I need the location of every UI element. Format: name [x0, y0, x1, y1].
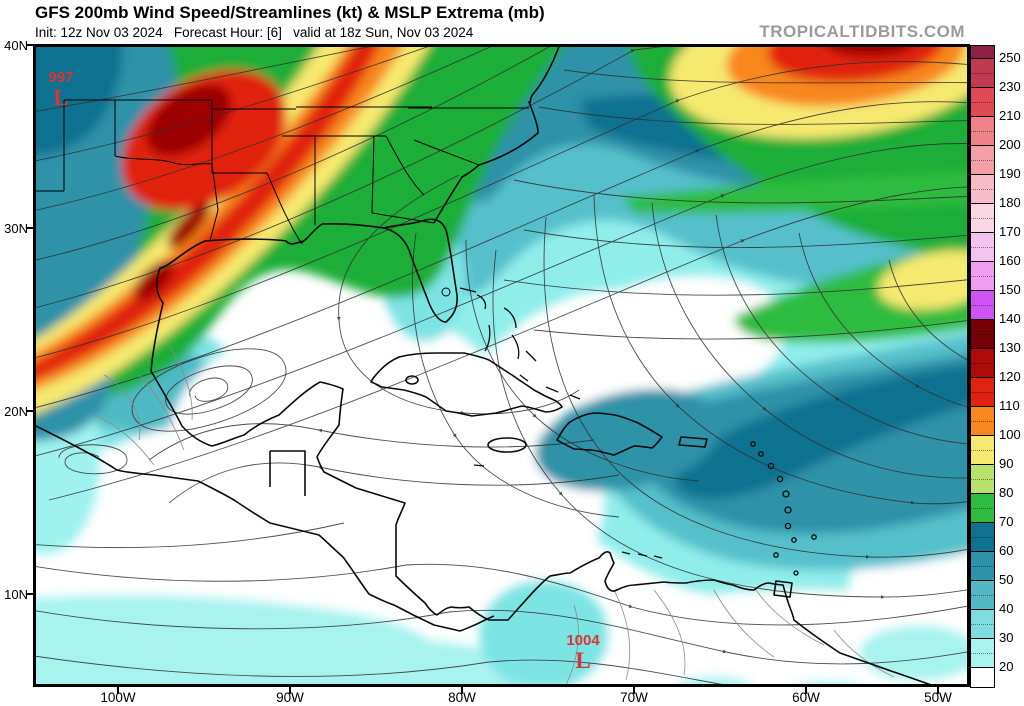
low-center-symbol: L: [575, 648, 591, 673]
lon-label-80W: 80W: [448, 690, 476, 705]
colorbar-label-20: 20: [999, 659, 1014, 674]
colorbar-cell: [971, 116, 994, 145]
colorbar-cell: [971, 46, 994, 58]
colorbar-cell: [971, 377, 994, 406]
colorbar-label-160: 160: [999, 253, 1021, 268]
lat-tick: [26, 44, 33, 46]
colorbar-cell: [971, 580, 994, 609]
colorbar-cell: [971, 87, 994, 116]
lat-label-20N: 20N: [4, 404, 28, 419]
colorbar-label-80: 80: [999, 485, 1014, 500]
colorbar-cell: [971, 493, 994, 522]
colorbar-cell: [971, 435, 994, 464]
colorbar-cell: [971, 609, 994, 638]
colorbar-label-210: 210: [999, 108, 1021, 123]
colorbar-label-40: 40: [999, 601, 1014, 616]
low-center-symbol: L: [53, 85, 69, 110]
colorbar-label-30: 30: [999, 630, 1014, 645]
anticyclone-spirals: [58, 348, 287, 475]
colorbar-label-250: 250: [999, 50, 1021, 65]
coastlines: [34, 45, 935, 686]
lat-tick: [26, 593, 33, 595]
colorbar-cell: [971, 290, 994, 319]
colorbar-cell: [971, 464, 994, 493]
colorbar-cell: [971, 232, 994, 261]
lon-tick: [937, 687, 939, 694]
pressure-low-997: 997 L: [48, 70, 73, 109]
streamlines-layer: [34, 45, 969, 686]
colorbar-label-200: 200: [999, 137, 1021, 152]
lon-label-70W: 70W: [620, 690, 648, 705]
lon-label-90W: 90W: [276, 690, 304, 705]
small-islands: [459, 287, 817, 576]
wind-speed-fill-layer: [34, 45, 969, 686]
colorbar-label-60: 60: [999, 543, 1014, 558]
colorbar-label-120: 120: [999, 369, 1021, 384]
map-canvas: [34, 45, 969, 686]
colorbar-label-130: 130: [999, 340, 1021, 355]
colorbar-label-140: 140: [999, 311, 1021, 326]
colorbar-cell: [971, 319, 994, 348]
lon-label-100W: 100W: [100, 690, 136, 705]
colorbar-label-170: 170: [999, 224, 1021, 239]
lat-label-30N: 30N: [4, 221, 28, 236]
colorbar-cell: [971, 638, 994, 667]
lat-tick: [26, 410, 33, 412]
site-watermark: TROPICALTIDBITS.COM: [759, 22, 965, 41]
colorbar-label-180: 180: [999, 195, 1021, 210]
colorbar-cell: [971, 203, 994, 232]
lon-tick: [633, 687, 635, 694]
colorbar-cell: [971, 174, 994, 203]
lon-tick: [461, 687, 463, 694]
colorbar-cell: [971, 58, 994, 87]
colorbar-cell: [971, 145, 994, 174]
colorbar-cell: [971, 551, 994, 580]
lon-tick: [289, 687, 291, 694]
lon-tick: [117, 687, 119, 694]
colorbar-label-150: 150: [999, 282, 1021, 297]
lat-label-40N: 40N: [4, 38, 28, 53]
lon-label-60W: 60W: [792, 690, 820, 705]
pressure-value: 1004: [566, 632, 600, 649]
colorbar-label-110: 110: [999, 398, 1020, 413]
lat-label-10N: 10N: [4, 587, 28, 602]
lat-tick: [26, 227, 33, 229]
pressure-low-1004: 1004 L: [566, 633, 599, 672]
colorbar-label-100: 100: [999, 427, 1021, 442]
colorbar-cell: [971, 667, 994, 686]
state-borders: [34, 99, 529, 244]
pressure-value: 997: [48, 69, 74, 86]
init-valid-line: Init: 12z Nov 03 2024 Forecast Hour: [6]…: [35, 25, 474, 40]
colorbar-label-190: 190: [999, 166, 1021, 181]
colorbar-cell: [971, 261, 994, 290]
page-title: GFS 200mb Wind Speed/Streamlines (kt) & …: [35, 3, 545, 22]
admin-boundaries: [93, 344, 895, 686]
colorbar-label-230: 230: [999, 79, 1021, 94]
colorbar-cell: [971, 348, 994, 377]
lon-label-50W: 50W: [924, 690, 952, 705]
colorbar-cell: [971, 522, 994, 551]
lon-tick: [805, 687, 807, 694]
colorbar-cell: [971, 406, 994, 435]
colorbar-label-50: 50: [999, 572, 1014, 587]
wind-speed-colorbar: [970, 45, 995, 688]
colorbar-label-70: 70: [999, 514, 1014, 529]
colorbar-label-90: 90: [999, 456, 1014, 471]
